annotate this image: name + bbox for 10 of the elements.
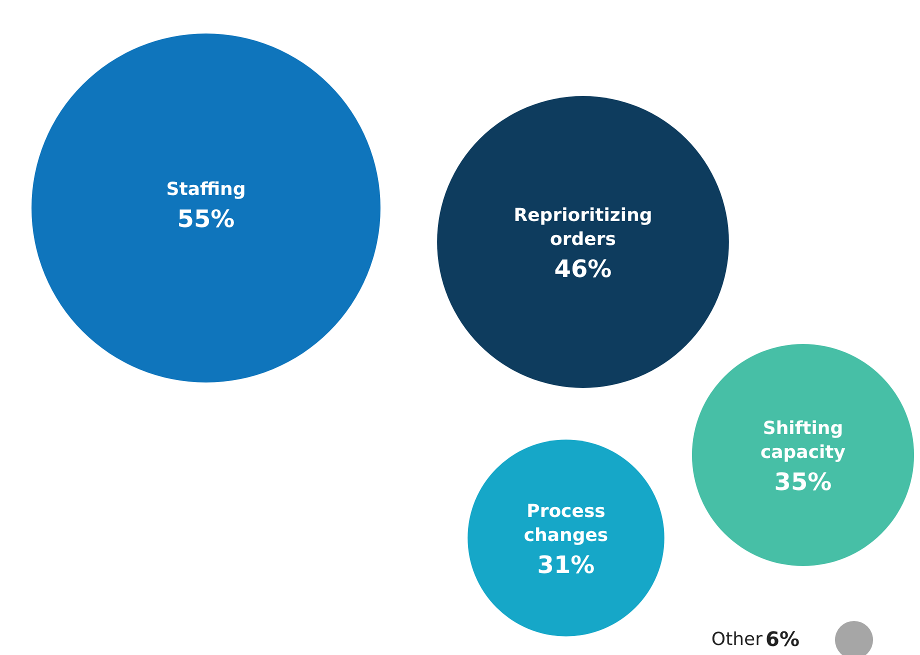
category-label: Reprioritizing orders — [514, 205, 652, 250]
category-label: Staffing — [166, 179, 246, 200]
data-label: 55% — [177, 205, 235, 233]
category-label: Process changes — [524, 501, 608, 546]
data-label: 6% — [766, 627, 800, 651]
data-label: 46% — [554, 255, 612, 283]
category-label: Other — [711, 629, 764, 650]
data-label: 35% — [774, 468, 832, 496]
category-label: Shifting capacity — [760, 418, 846, 463]
data-label: 31% — [537, 551, 595, 579]
